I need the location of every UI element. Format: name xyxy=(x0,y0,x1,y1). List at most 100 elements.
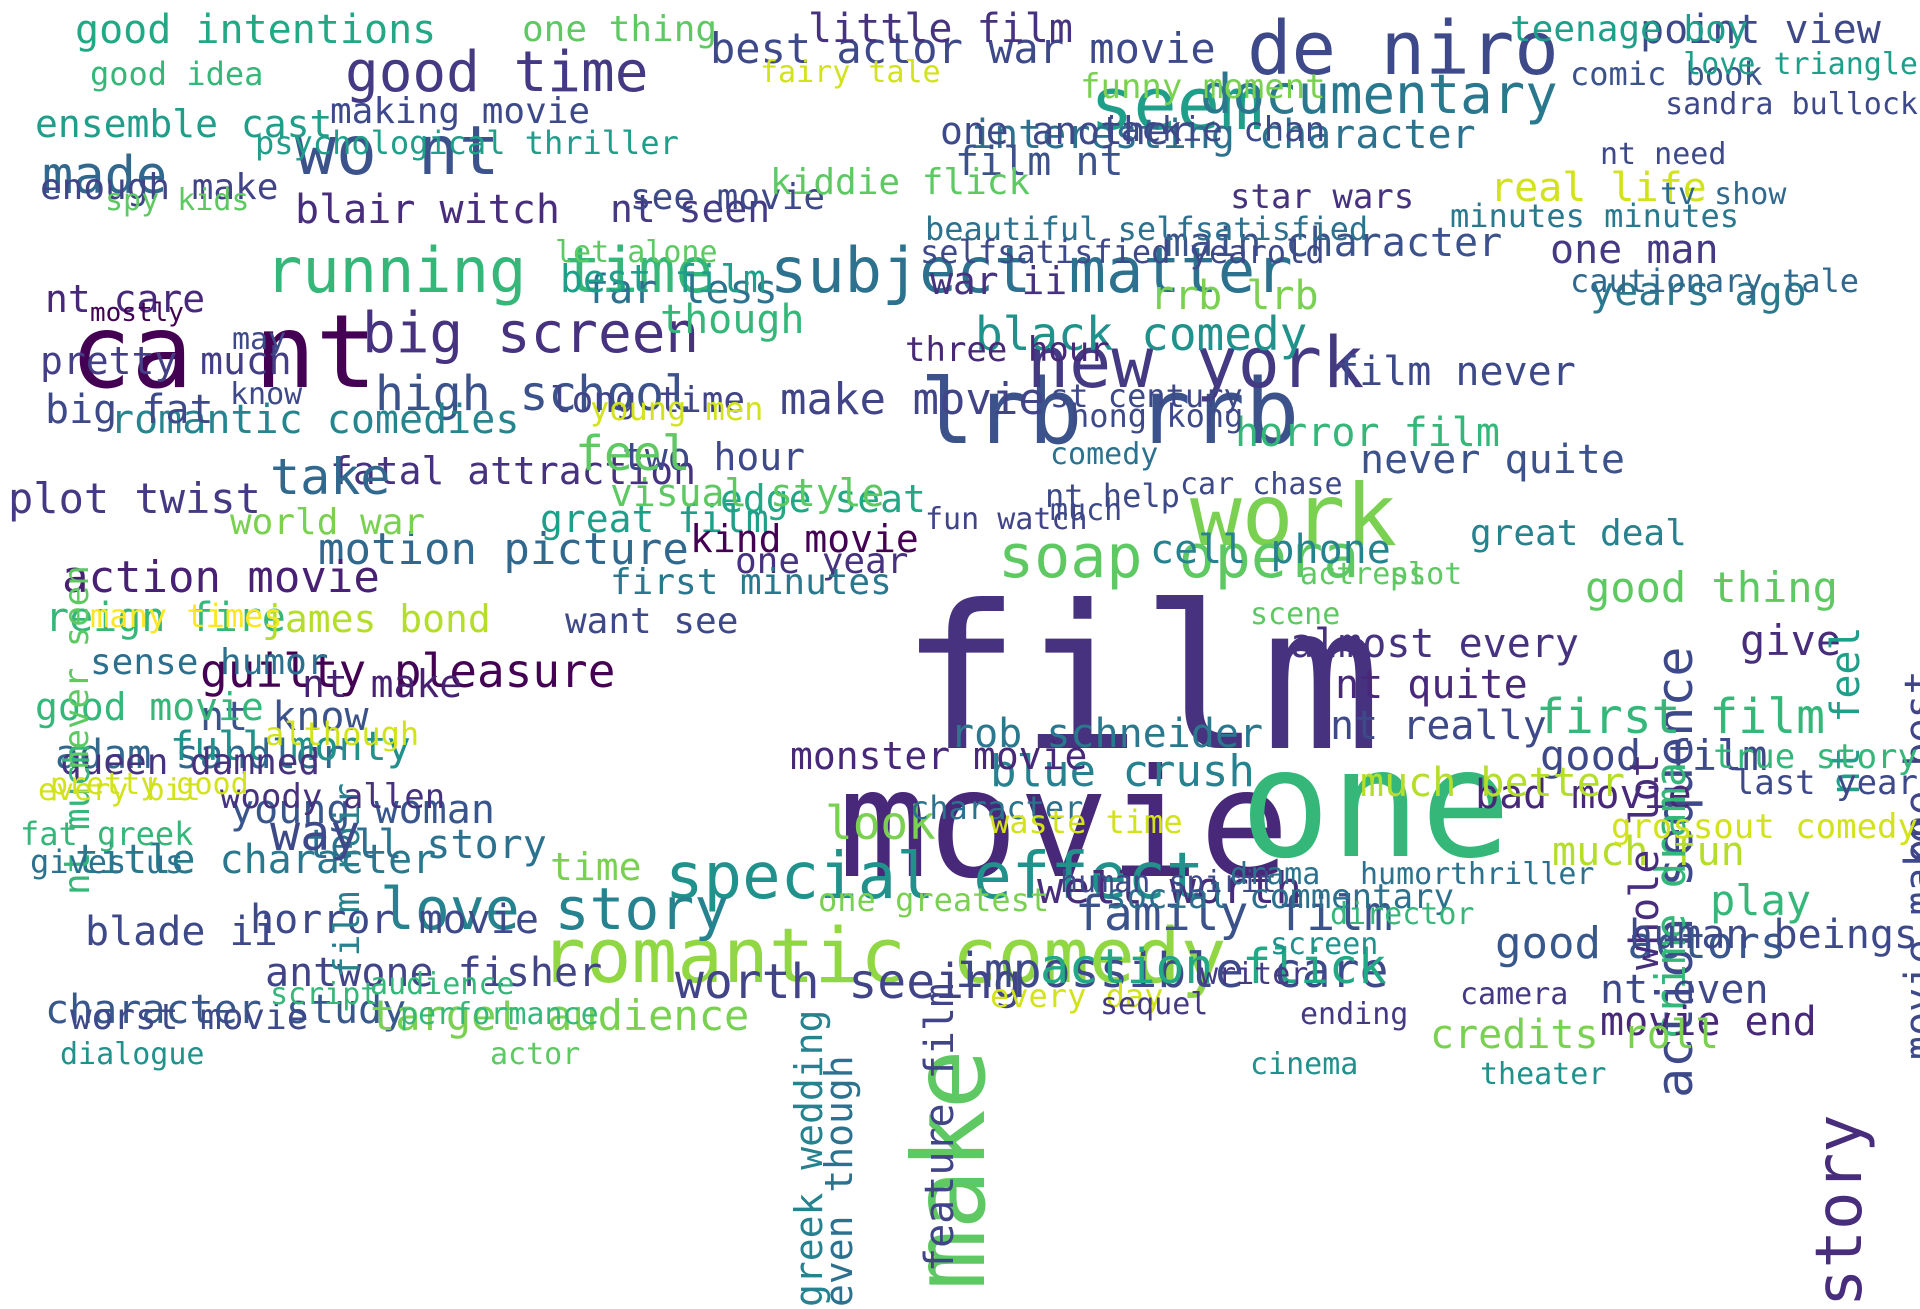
cloud-word: every bit xyxy=(38,773,201,808)
cloud-word: let alone xyxy=(555,235,718,270)
cloud-word: black comedy xyxy=(975,307,1308,361)
cloud-word: title character xyxy=(75,837,437,883)
cloud-word: much fun xyxy=(1552,829,1745,875)
cloud-word: full monty xyxy=(170,724,411,770)
cloud-word: star wars xyxy=(1230,177,1415,217)
cloud-word: one another xyxy=(940,109,1192,153)
cloud-word: monster movie xyxy=(790,734,1088,778)
cloud-word: give xyxy=(1740,616,1842,665)
cloud-word: subject matter xyxy=(770,234,1293,307)
cloud-word: credits roll xyxy=(1430,1012,1719,1058)
cloud-word: edge seat xyxy=(720,477,926,521)
cloud-word: war ii xyxy=(930,259,1068,303)
cloud-word: screen xyxy=(1270,927,1379,962)
cloud-word: never seen xyxy=(57,565,97,770)
cloud-word: want see xyxy=(565,601,739,642)
cloud-word: lrb rrb xyxy=(920,360,1300,465)
cloud-word: first minutes xyxy=(610,562,892,603)
cloud-word: last year xyxy=(1733,763,1918,803)
cloud-word: antwone fisher xyxy=(265,950,603,996)
cloud-word: every day xyxy=(990,977,1164,1015)
cloud-word: de niro xyxy=(1247,6,1559,92)
cloud-word: spy kids xyxy=(105,183,250,218)
cloud-word: look xyxy=(825,796,936,850)
cloud-word: fun watch xyxy=(925,502,1088,537)
cloud-word: one year xyxy=(735,541,909,582)
cloud-word: world war xyxy=(230,502,426,543)
cloud-word: young men xyxy=(590,390,764,428)
cloud-word: interesting character xyxy=(970,112,1476,158)
cloud-word: may xyxy=(232,322,287,357)
cloud-word: nt need xyxy=(1600,137,1727,172)
cloud-word: grossout comedy xyxy=(1610,807,1918,847)
cloud-word: target audience xyxy=(370,991,750,1040)
cloud-word: feel xyxy=(575,426,691,482)
cloud-word: visual style xyxy=(610,471,885,515)
cloud-word: main character xyxy=(1165,220,1503,266)
cloud-word: seem xyxy=(1090,62,1264,146)
cloud-word: great film xyxy=(540,497,769,541)
cloud-word: social commentary xyxy=(1106,877,1454,917)
cloud-word: fairy tale xyxy=(760,55,941,90)
cloud-word: beautiful selfsatisfied xyxy=(925,210,1369,248)
cloud-word: high school xyxy=(375,366,693,422)
cloud-word: film xyxy=(900,563,1382,796)
cloud-word: family film xyxy=(1075,886,1393,942)
cloud-word: human beings xyxy=(1629,912,1918,958)
cloud-word: blair witch xyxy=(295,187,560,233)
cloud-word: enough make xyxy=(40,167,279,208)
cloud-word: nt quite xyxy=(1335,662,1528,708)
cloud-word: action movie xyxy=(62,552,380,603)
cloud-word: plot twist xyxy=(8,474,261,523)
cloud-word: st century xyxy=(1050,377,1243,415)
cloud-word: soap opera xyxy=(998,522,1360,592)
cloud-word: nt help xyxy=(1045,477,1180,515)
cloud-word: young woman xyxy=(230,787,495,833)
cloud-word: writer xyxy=(1200,957,1309,992)
cloud-word: nt even xyxy=(1600,967,1769,1013)
cloud-word: ensemble cast xyxy=(35,102,333,146)
cloud-word: drama xyxy=(1230,857,1321,892)
cloud-word: comic book xyxy=(1570,55,1763,93)
cloud-word: worth seeing xyxy=(675,954,1022,1010)
cloud-word: although xyxy=(265,715,420,753)
cloud-word: audience xyxy=(370,967,515,1002)
cloud-word: good movie xyxy=(35,685,264,729)
cloud-word: first film xyxy=(1536,689,1825,745)
cloud-word: far less xyxy=(585,267,778,313)
cloud-word: rob schneider xyxy=(950,711,1264,757)
cloud-word: sense humor xyxy=(90,642,329,683)
cloud-word: queen damned xyxy=(60,742,321,783)
cloud-word: play xyxy=(1710,876,1812,925)
cloud-word: time xyxy=(550,845,642,889)
cloud-word: jackie chan xyxy=(1100,110,1326,150)
cloud-word: adam sandler xyxy=(55,732,344,778)
cloud-word: little film xyxy=(808,6,1073,52)
cloud-word: good intentions xyxy=(75,7,437,53)
cloud-word: great deal xyxy=(1470,513,1687,554)
cloud-word: horror film xyxy=(1235,410,1500,456)
cloud-word: good thing xyxy=(1585,563,1838,612)
cloud-word: wo nt xyxy=(295,112,500,191)
cloud-word: much better xyxy=(1360,760,1625,806)
cloud-word: theater xyxy=(1480,1057,1607,1092)
cloud-word: fat greek xyxy=(20,815,194,853)
cloud-word: cinema xyxy=(1250,1047,1359,1082)
cloud-word: director xyxy=(1330,897,1475,932)
cloud-word: film nt xyxy=(955,139,1124,185)
cloud-word: dialogue xyxy=(60,1037,205,1072)
cloud-word: romantic comedy xyxy=(540,911,1227,1000)
cloud-word: psychological thriller xyxy=(255,124,679,162)
cloud-word: plot xyxy=(1390,557,1463,592)
cloud-word: feature film xyxy=(917,983,963,1272)
cloud-word: much xyxy=(1050,493,1123,528)
cloud-word: funny moment xyxy=(1080,67,1326,107)
cloud-word: good idea xyxy=(90,55,264,93)
cloud-word: good actors xyxy=(1495,918,1787,969)
cloud-word: impossible care xyxy=(955,943,1389,999)
cloud-word: nt make xyxy=(302,662,463,706)
cloud-word: pretty good xyxy=(50,767,249,802)
cloud-word: woody allen xyxy=(220,777,446,817)
cloud-word: nt seen xyxy=(610,187,771,231)
cloud-word: romantic comedies xyxy=(110,397,520,443)
